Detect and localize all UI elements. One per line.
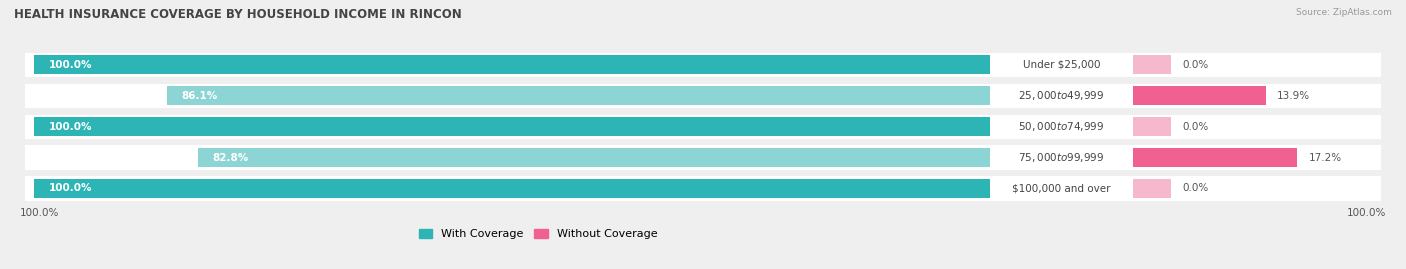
- Text: 82.8%: 82.8%: [212, 153, 249, 162]
- Text: $25,000 to $49,999: $25,000 to $49,999: [1018, 89, 1105, 102]
- Text: 0.0%: 0.0%: [1182, 122, 1209, 132]
- Bar: [34, 117, 990, 136]
- Bar: [24, 53, 1382, 77]
- Bar: [167, 86, 990, 105]
- Legend: With Coverage, Without Coverage: With Coverage, Without Coverage: [419, 229, 657, 239]
- Text: 17.2%: 17.2%: [1309, 153, 1341, 162]
- Bar: [34, 55, 990, 74]
- Text: 100.0%: 100.0%: [1347, 208, 1386, 218]
- Text: $100,000 and over: $100,000 and over: [1012, 183, 1111, 193]
- Bar: [24, 84, 1382, 108]
- Bar: [1133, 86, 1265, 105]
- Text: Under $25,000: Under $25,000: [1022, 60, 1099, 70]
- Bar: [1133, 148, 1298, 167]
- Bar: [1133, 179, 1171, 198]
- Text: 100.0%: 100.0%: [48, 122, 91, 132]
- Text: 100.0%: 100.0%: [20, 208, 59, 218]
- Bar: [24, 146, 1382, 170]
- Text: Source: ZipAtlas.com: Source: ZipAtlas.com: [1296, 8, 1392, 17]
- Text: 100.0%: 100.0%: [48, 60, 91, 70]
- Text: HEALTH INSURANCE COVERAGE BY HOUSEHOLD INCOME IN RINCON: HEALTH INSURANCE COVERAGE BY HOUSEHOLD I…: [14, 8, 461, 21]
- Bar: [198, 148, 990, 167]
- Text: 86.1%: 86.1%: [181, 91, 218, 101]
- Text: $50,000 to $74,999: $50,000 to $74,999: [1018, 120, 1105, 133]
- Bar: [24, 176, 1382, 201]
- Bar: [1133, 55, 1171, 74]
- Text: 100.0%: 100.0%: [48, 183, 91, 193]
- Bar: [24, 115, 1382, 139]
- Text: 13.9%: 13.9%: [1277, 91, 1310, 101]
- Text: 0.0%: 0.0%: [1182, 60, 1209, 70]
- Text: 0.0%: 0.0%: [1182, 183, 1209, 193]
- Bar: [34, 179, 990, 198]
- Text: $75,000 to $99,999: $75,000 to $99,999: [1018, 151, 1105, 164]
- Bar: [1133, 117, 1171, 136]
